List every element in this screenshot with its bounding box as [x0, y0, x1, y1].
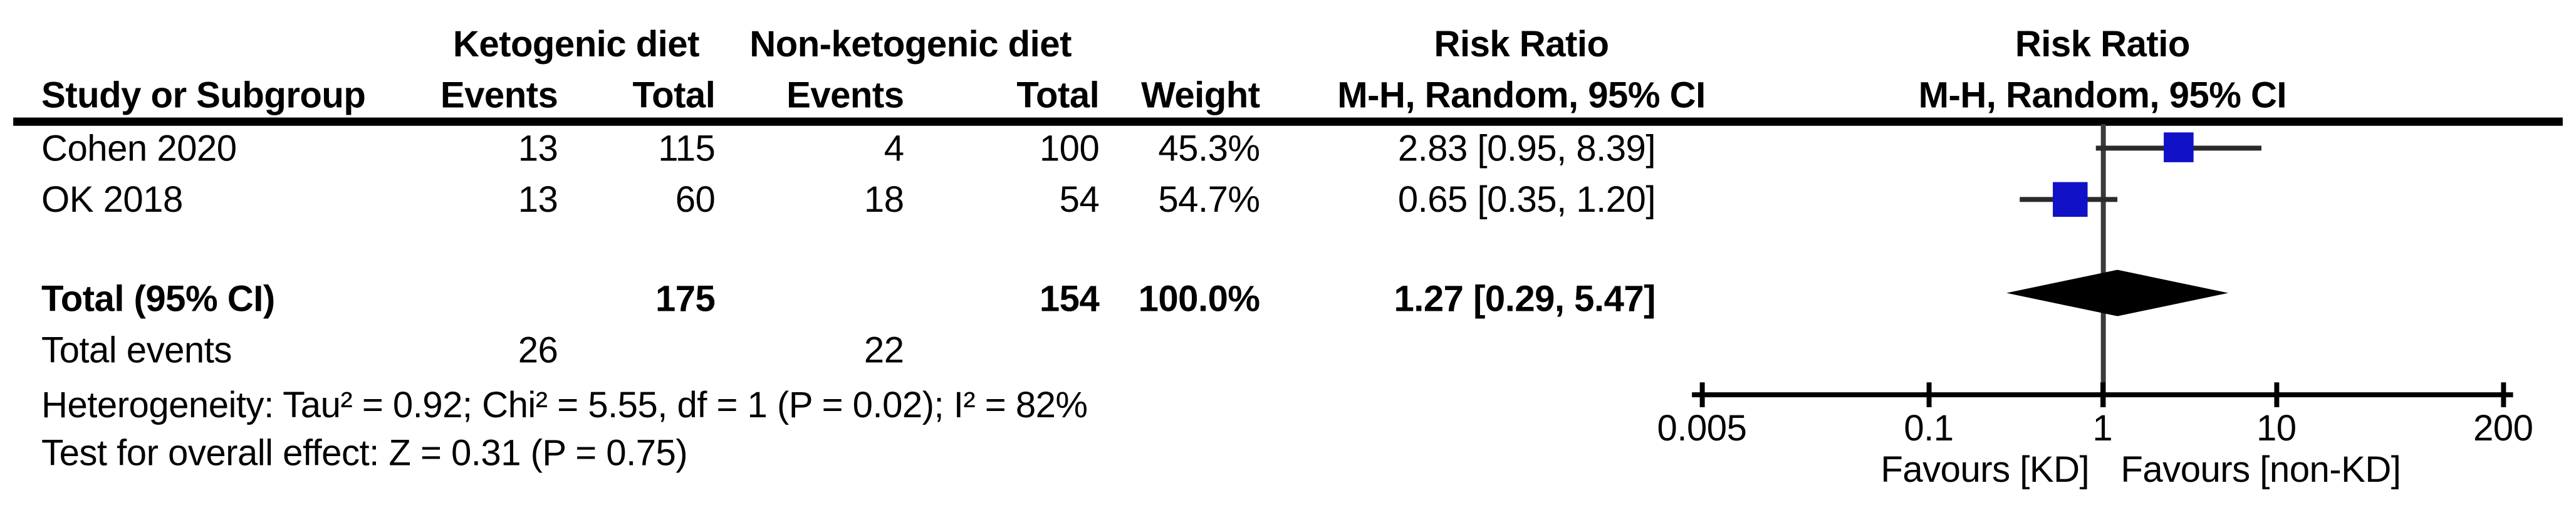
total-weight: 100.0% [1138, 278, 1261, 320]
x-axis-tick [1699, 382, 1704, 407]
effect-square-cohen [2164, 132, 2193, 162]
total-events-label: Total events [41, 329, 232, 371]
favours-right-label: Favours [non-KD] [2120, 448, 2401, 491]
overall-effect-test: Test for overall effect: Z = 0.31 (P = 0… [41, 432, 688, 474]
x-axis-tick [2274, 382, 2279, 407]
col-header-nonkd-total: Total [1016, 74, 1100, 116]
effect-square-ok [2052, 181, 2087, 216]
study-row-nonkd-events: 4 [884, 127, 904, 169]
study-row-label: OK 2018 [41, 179, 183, 221]
col-header-nonkd-events: Events [786, 74, 904, 116]
group-header-non-ketogenic: Non-ketogenic diet [749, 23, 1072, 65]
x-axis-tick [2501, 382, 2506, 407]
x-tick-label: 1 [2092, 407, 2113, 449]
heterogeneity-stats: Heterogeneity: Tau² = 0.92; Chi² = 5.55,… [41, 383, 1088, 425]
study-row-weight: 54.7% [1158, 179, 1260, 221]
col-header-mh-ci-plot: M-H, Random, 95% CI [1918, 74, 2287, 116]
study-row-kd-total: 115 [658, 127, 716, 169]
study-row-ci-text: 2.83 [0.95, 8.39] [1397, 127, 1656, 169]
total-ci-text: 1.27 [0.29, 5.47] [1394, 278, 1656, 320]
x-axis-tick [2100, 382, 2105, 407]
x-tick-label: 10 [2256, 407, 2297, 449]
study-row-kd-events: 13 [518, 179, 558, 221]
col-header-kd-total: Total [632, 74, 716, 116]
total-row-label: Total (95% CI) [41, 278, 275, 320]
x-tick-label: 0.1 [1904, 407, 1954, 449]
study-row-ci-text: 0.65 [0.35, 1.20] [1397, 179, 1656, 221]
total-nonkd-total: 154 [1039, 278, 1100, 320]
col-header-mh-ci-table: M-H, Random, 95% CI [1337, 74, 1706, 116]
header-divider-rule [13, 117, 2563, 125]
x-tick-label: 200 [2473, 407, 2533, 449]
col-header-weight: Weight [1141, 74, 1260, 116]
group-header-ketogenic: Ketogenic diet [452, 23, 700, 65]
study-row-kd-events: 13 [518, 127, 558, 169]
study-row-weight: 45.3% [1158, 127, 1260, 169]
total-kd-total: 175 [655, 278, 716, 320]
total-events-kd: 26 [518, 329, 558, 371]
x-tick-label: 0.005 [1657, 407, 1747, 449]
risk-ratio-header-plot: Risk Ratio [2015, 23, 2191, 65]
col-header-kd-events: Events [440, 74, 558, 116]
null-effect-line [2100, 124, 2105, 407]
col-header-study: Study or Subgroup [41, 74, 366, 116]
study-row-nonkd-events: 18 [863, 179, 904, 221]
total-events-nonkd: 22 [863, 329, 904, 371]
study-row-nonkd-total: 100 [1039, 127, 1100, 169]
pooled-diamond [2006, 269, 2229, 316]
x-axis-tick [1926, 382, 1931, 407]
risk-ratio-header-table: Risk Ratio [1434, 23, 1610, 65]
study-row-label: Cohen 2020 [41, 127, 237, 169]
study-row-nonkd-total: 54 [1059, 179, 1100, 221]
study-row-kd-total: 60 [675, 179, 716, 221]
favours-left-label: Favours [KD] [1880, 448, 2090, 491]
